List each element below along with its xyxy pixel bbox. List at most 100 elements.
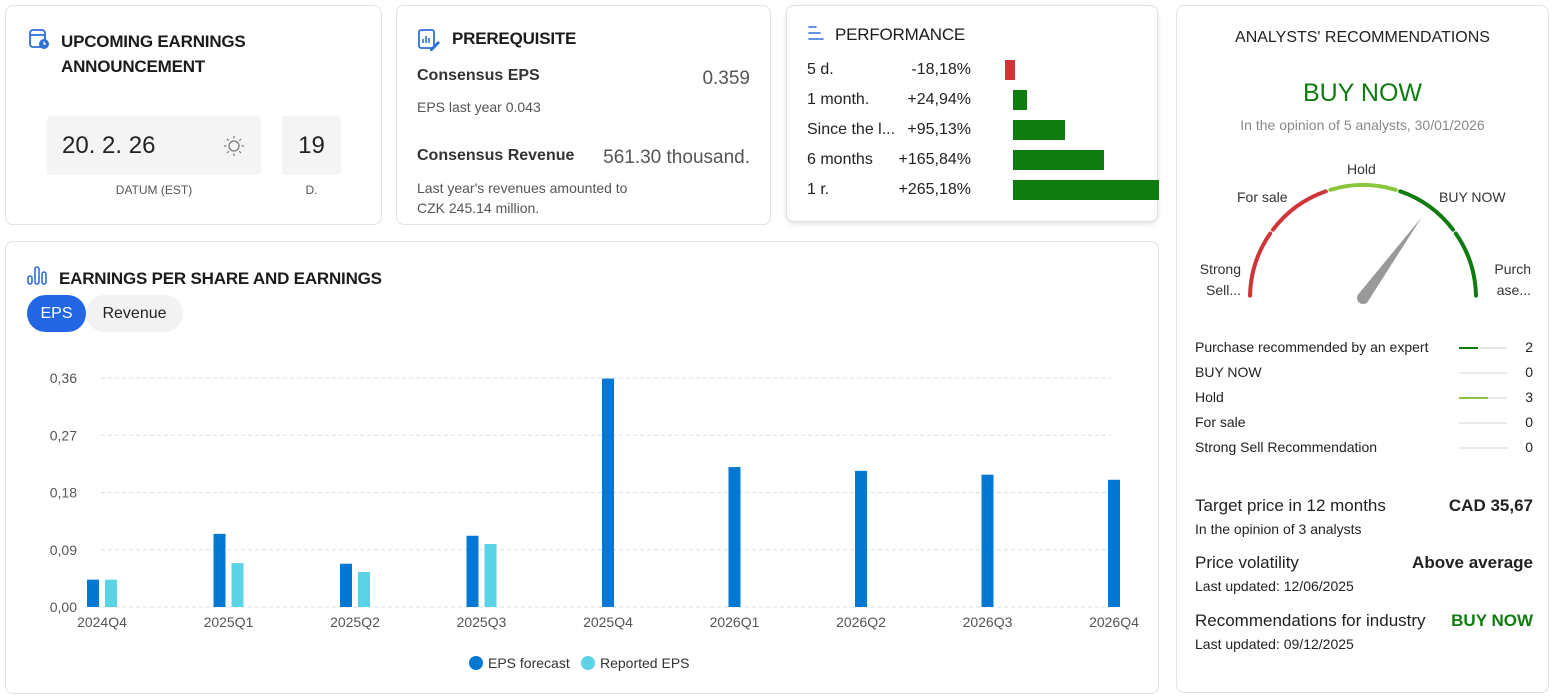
recommendation-label: Hold — [1195, 389, 1224, 405]
bar-eps-forecast[interactable] — [981, 474, 994, 607]
card-title: UPCOMING EARNINGS — [61, 32, 246, 51]
recommendation-label: BUY NOW — [1195, 364, 1262, 380]
x-tick-label: 2025Q1 — [204, 614, 254, 630]
gauge-label-hold: Hold — [1347, 161, 1376, 177]
bar-eps-forecast[interactable] — [728, 467, 741, 607]
gauge-label-strong-sell: Strong Sell... — [1195, 259, 1241, 301]
revenue-note-line1: Last year's revenues amounted to — [417, 180, 628, 196]
bar-reported-eps[interactable] — [358, 572, 370, 607]
period-label: 1 month. — [807, 91, 870, 108]
consensus-eps-label: Consensus EPS — [417, 67, 540, 84]
tab-eps[interactable]: EPS — [27, 295, 86, 332]
volatility-note: Last updated: 12/06/2025 — [1195, 578, 1354, 594]
card-title: PERFORMANCE — [835, 25, 966, 44]
legend-label[interactable]: EPS forecast — [488, 655, 570, 671]
y-tick-label: 0,36 — [50, 370, 77, 386]
consensus-revenue-label: Consensus Revenue — [417, 147, 575, 164]
performance-bar — [1013, 180, 1159, 200]
recommendation-track — [1459, 422, 1507, 424]
calendar-clock-icon — [29, 29, 49, 49]
performance-row: 1 r. +265,18% — [807, 178, 1159, 202]
x-tick-label: 2024Q4 — [77, 614, 127, 630]
gauge-label-buy-now: BUY NOW — [1439, 189, 1506, 205]
analysts-card: ANALYSTS' RECOMMENDATIONS BUY NOW In the… — [1176, 5, 1549, 693]
gauge-label-purchase-1: Purch — [1494, 261, 1531, 277]
prerequisite-card: PREREQUISITE Consensus EPS 0.359 EPS las… — [396, 5, 771, 225]
recommendation-track — [1459, 447, 1507, 449]
x-tick-label: 2026Q3 — [963, 614, 1013, 630]
eps-bar-chart: 0,00 0,09 0,18 0,27 0,36 2024Q4 2025Q1 2025Q2 20… — [50, 370, 1139, 671]
recommendation-gauge — [1248, 183, 1478, 304]
recommendation-fill — [1459, 347, 1479, 349]
bar-eps-forecast[interactable] — [87, 579, 99, 607]
bar-eps-forecast[interactable] — [340, 563, 352, 607]
legend-label[interactable]: Reported EPS — [600, 655, 690, 671]
report-edit-icon — [418, 29, 440, 51]
performance-bar — [1013, 150, 1105, 170]
recommendation-count: 0 — [1525, 414, 1533, 430]
performance-row: 1 month. +24,94% — [807, 88, 1147, 112]
recommendation-row: Hold 3 — [1195, 389, 1533, 409]
legend-marker — [581, 656, 595, 670]
period-change: +95,13% — [907, 121, 971, 138]
performance-bar — [1005, 60, 1015, 80]
gauge-segment-for-sale — [1270, 189, 1328, 232]
x-tick-label: 2025Q3 — [457, 614, 507, 630]
gauge-label-for-sale: For sale — [1237, 189, 1288, 205]
y-tick-label: 0,00 — [50, 599, 77, 615]
recommendation-fill — [1459, 397, 1488, 399]
gauge-segment-purchase — [1453, 231, 1478, 298]
target-price-note: In the opinion of 3 analysts — [1195, 521, 1362, 537]
revenue-note-line2: CZK 245.14 million. — [417, 200, 540, 216]
recommendation-count: 3 — [1525, 389, 1533, 405]
recommendation-row: For sale 0 — [1195, 414, 1533, 434]
industry-value: BUY NOW — [1451, 611, 1533, 630]
performance-bar — [1013, 90, 1027, 110]
bar-reported-eps[interactable] — [484, 544, 497, 607]
gauge-label-strong-sell-2: Sell... — [1205, 282, 1241, 298]
bar-reported-eps[interactable] — [105, 579, 117, 607]
upcoming-earnings-card: UPCOMING EARNINGS ANNOUNCEMENT 20. 2. 26… — [5, 5, 382, 225]
performance-card: PERFORMANCE 5 d. -18,18% 1 month. +24,94% Si… — [786, 5, 1159, 222]
performance-row: 5 d. -18,18% — [807, 58, 1147, 82]
verdict: BUY NOW — [1303, 79, 1422, 107]
recommendation-track — [1459, 347, 1507, 349]
recommendation-row: Purchase recommended by an expert 2 — [1195, 339, 1533, 359]
volatility-value: Above average — [1412, 553, 1533, 572]
date-box: 20. 2. 26 — [47, 116, 261, 175]
recommendation-label: For sale — [1195, 414, 1246, 430]
gauge-label-purchase: Purch ase... — [1485, 259, 1531, 301]
x-tick-label: 2025Q2 — [330, 614, 380, 630]
period-change: +165,84% — [898, 151, 971, 168]
bar-eps-forecast[interactable] — [602, 378, 614, 607]
x-tick-label: 2026Q2 — [836, 614, 886, 630]
verdict-subtitle: In the opinion of 5 analysts, 30/01/2026 — [1240, 117, 1485, 133]
x-tick-label: 2026Q1 — [710, 614, 760, 630]
gauge-label-purchase-2: ase... — [1496, 282, 1531, 298]
card-title: ANALYSTS' RECOMMENDATIONS — [1235, 29, 1490, 46]
recommendation-row: Strong Sell Recommendation 0 — [1195, 439, 1533, 459]
bar-eps-forecast[interactable] — [1108, 479, 1120, 607]
period-label: 6 months — [807, 151, 873, 168]
revenue-note: Last year's revenues amounted to CZK 245… — [417, 178, 627, 218]
target-price-value: CAD 35,67 — [1448, 496, 1533, 515]
bar-eps-forecast[interactable] — [213, 533, 226, 607]
performance-bar — [1013, 120, 1066, 140]
recommendation-count: 2 — [1525, 339, 1533, 355]
consensus-revenue-value: 561.30 thousand. — [603, 147, 750, 168]
days-label: D. — [305, 183, 318, 197]
card-title: EARNINGS PER SHARE AND EARNINGS — [59, 269, 382, 288]
days-box: 19 — [282, 116, 341, 175]
earnings-date: 20. 2. 26 — [62, 131, 156, 159]
recommendation-count: 0 — [1525, 439, 1533, 455]
gauge-segment-buy-now — [1398, 189, 1456, 232]
y-tick-label: 0,27 — [50, 427, 77, 443]
bar-eps-forecast[interactable] — [466, 535, 479, 607]
recommendation-track — [1459, 397, 1507, 399]
tab-revenue[interactable]: Revenue — [86, 295, 183, 332]
bar-reported-eps[interactable] — [231, 563, 244, 607]
performance-row: 6 months +165,84% — [807, 148, 1147, 172]
bar-eps-forecast[interactable] — [855, 470, 867, 607]
gauge-needle-hub — [1357, 292, 1369, 304]
target-price-label: Target price in 12 months — [1195, 496, 1386, 515]
